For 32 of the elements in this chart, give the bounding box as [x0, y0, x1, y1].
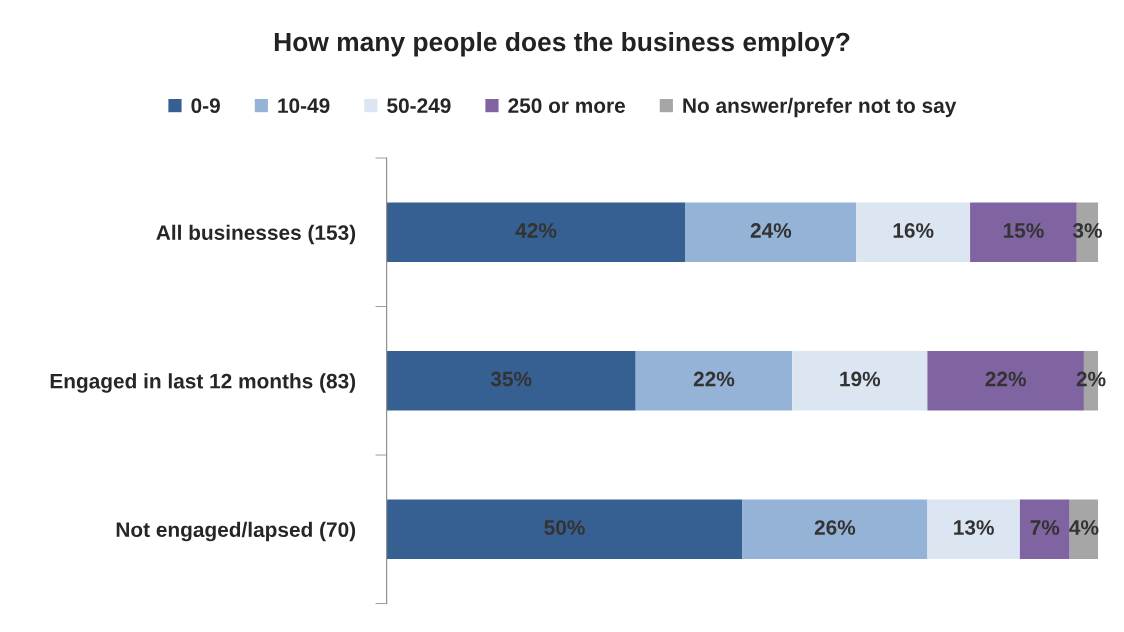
data-label: 26% [814, 520, 856, 535]
y-tick-label: Engaged in last 12 months (83) [50, 373, 356, 393]
data-label: 24% [750, 223, 792, 238]
data-label: 2% [1076, 371, 1106, 387]
legend-label: 250 or more [508, 98, 625, 114]
chart-title: How many people does the business employ? [274, 31, 850, 57]
legend-label: No answer/prefer not to say [683, 97, 957, 118]
data-label: 50% [544, 520, 585, 535]
bar [386, 351, 636, 411]
bar [1019, 499, 1070, 559]
data-label: 13% [954, 520, 994, 535]
data-label: 7% [1030, 520, 1060, 535]
data-label: 35% [490, 371, 532, 387]
data-label: 42% [515, 223, 557, 238]
data-label: 19% [840, 371, 881, 387]
data-label: 15% [1003, 223, 1044, 238]
legend-label: 0-9 [191, 98, 220, 114]
data-label: 22% [693, 371, 735, 387]
data-label: 22% [985, 371, 1026, 387]
bar [856, 202, 971, 262]
legend-label: 10-49 [278, 98, 330, 114]
bar [685, 202, 857, 262]
legend-label: 50-249 [387, 98, 451, 114]
bar [386, 499, 743, 559]
data-label: 16% [893, 223, 934, 238]
bar [386, 202, 686, 262]
bar [635, 351, 793, 411]
bar [792, 351, 928, 411]
bar [927, 499, 1020, 559]
y-tick-label: Not engaged/lapsed (70) [116, 521, 356, 542]
bar [742, 499, 928, 559]
y-tick-label: All businesses (153) [156, 224, 356, 245]
